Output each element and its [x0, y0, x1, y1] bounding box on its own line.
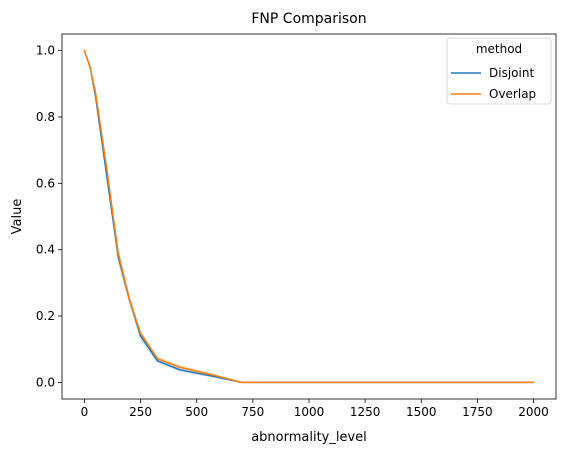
x-tick-label: 250 — [129, 405, 152, 419]
y-axis-label: Value — [10, 199, 25, 235]
y-axis-ticks: 0.0 0.2 0.4 0.6 0.8 1.0 — [36, 44, 62, 389]
y-tick-label: 1.0 — [36, 44, 55, 58]
legend-label-disjoint: Disjoint — [489, 66, 534, 80]
y-tick-label: 0.4 — [36, 243, 55, 257]
legend-label-overlap: Overlap — [489, 87, 536, 101]
y-tick-label: 0.6 — [36, 176, 55, 190]
legend-title: method — [476, 42, 522, 56]
x-axis-ticks: 0 250 500 750 1000 1250 1500 1750 2000 — [81, 399, 549, 419]
y-tick-label: 0.8 — [36, 110, 55, 124]
y-tick-label: 0.2 — [36, 309, 55, 323]
x-tick-label: 1500 — [406, 405, 437, 419]
x-tick-label: 2000 — [518, 405, 549, 419]
x-tick-label: 1000 — [294, 405, 325, 419]
legend: method Disjoint Overlap — [446, 37, 552, 105]
x-tick-label: 500 — [185, 405, 208, 419]
x-tick-label: 750 — [241, 405, 264, 419]
chart-title: FNP Comparison — [251, 11, 366, 27]
x-tick-label: 1750 — [462, 405, 493, 419]
x-tick-label: 1250 — [350, 405, 381, 419]
series-lines — [83, 49, 535, 384]
x-axis-label: abnormality_level — [251, 430, 367, 445]
y-tick-label: 0.0 — [36, 375, 55, 389]
legend-box — [446, 37, 552, 105]
series-line-overlap — [83, 49, 535, 384]
x-tick-label: 0 — [81, 405, 89, 419]
